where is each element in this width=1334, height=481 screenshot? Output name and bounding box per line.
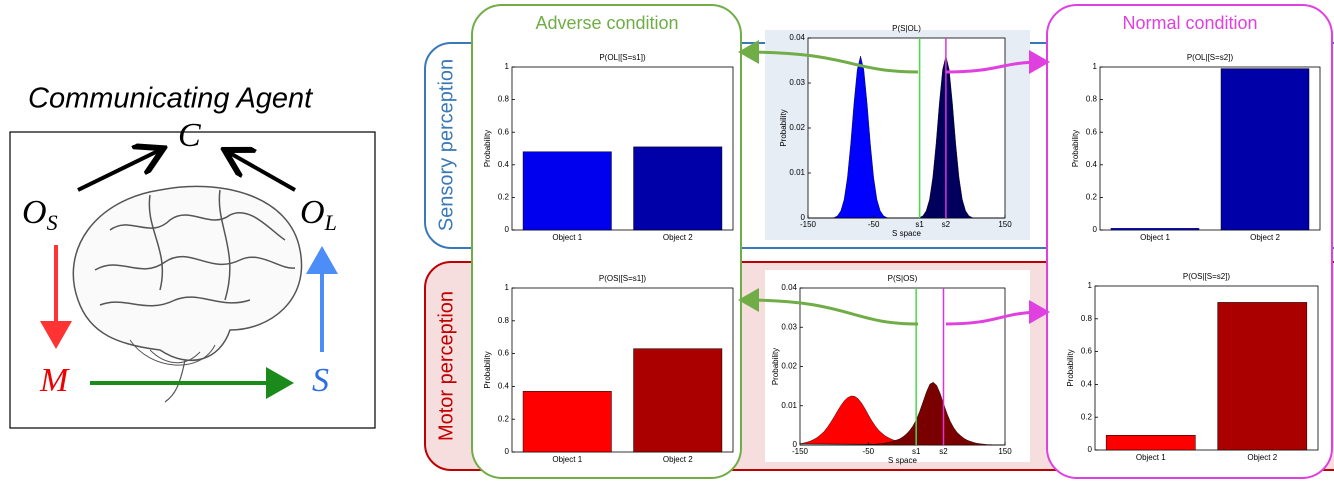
plot-area bbox=[800, 288, 1005, 445]
node-label: C bbox=[178, 117, 201, 154]
y-tick-label: 0.6 bbox=[498, 127, 510, 136]
y-tick-label: 0.01 bbox=[789, 168, 805, 177]
y-tick-label: 0.6 bbox=[498, 349, 510, 358]
x-axis-label: S space bbox=[892, 229, 921, 238]
x-tick-label: s2 bbox=[939, 447, 948, 456]
x-axis-label: S space bbox=[888, 456, 917, 465]
chart-title: P(OS|[S=s1]) bbox=[599, 274, 647, 283]
chart-title: P(OL|[S=s1]) bbox=[599, 53, 646, 62]
x-tick-label: Object 2 bbox=[1250, 233, 1280, 242]
x-tick-label: Object 1 bbox=[1136, 453, 1166, 462]
y-tick-label: 1 bbox=[1088, 281, 1093, 290]
x-tick-label: Object 1 bbox=[1140, 233, 1170, 242]
panel-label: Motor perception bbox=[435, 291, 457, 441]
plot-area bbox=[808, 38, 1005, 218]
x-tick-label: -150 bbox=[800, 220, 817, 229]
y-axis-label: Probability bbox=[483, 351, 492, 388]
y-tick-label: 0.8 bbox=[1086, 95, 1098, 104]
y-tick-label: 0.4 bbox=[498, 160, 510, 169]
y-tick-label: 0 bbox=[1093, 225, 1098, 234]
y-tick-label: 0.2 bbox=[1086, 193, 1098, 202]
agent-title: Communicating Agent bbox=[28, 83, 314, 115]
y-tick-label: 0.04 bbox=[781, 283, 797, 292]
x-tick-label: s2 bbox=[942, 220, 951, 229]
bar bbox=[634, 147, 722, 230]
y-tick-label: 0.4 bbox=[1081, 380, 1093, 389]
y-axis-label: Probability bbox=[779, 109, 788, 146]
x-tick-label: -150 bbox=[792, 447, 809, 456]
x-tick-label: 150 bbox=[998, 447, 1012, 456]
y-tick-label: 1 bbox=[505, 283, 510, 292]
bar bbox=[523, 152, 611, 230]
y-tick-label: 0 bbox=[505, 447, 510, 456]
x-tick-label: Object 2 bbox=[663, 233, 693, 242]
y-tick-label: 0.6 bbox=[1081, 347, 1093, 356]
bar bbox=[1218, 302, 1307, 450]
y-tick-label: 0.2 bbox=[1081, 412, 1093, 421]
y-tick-label: 0.8 bbox=[498, 95, 510, 104]
y-tick-label: 0.4 bbox=[498, 382, 510, 391]
bar bbox=[1111, 228, 1199, 230]
node-label: O bbox=[22, 194, 47, 231]
y-tick-label: 0.01 bbox=[781, 401, 797, 410]
bar bbox=[634, 349, 722, 452]
chart-title: P(S|OS) bbox=[888, 274, 918, 283]
y-tick-label: 0.2 bbox=[498, 414, 510, 423]
panel-label: Sensory perception bbox=[435, 59, 457, 231]
y-tick-label: 0.03 bbox=[789, 78, 805, 87]
bar bbox=[1221, 69, 1309, 230]
node-label: O bbox=[300, 194, 325, 231]
x-tick-label: s1 bbox=[912, 447, 921, 456]
x-tick-label: Object 1 bbox=[552, 233, 582, 242]
x-tick-label: s1 bbox=[915, 220, 924, 229]
panel-label: Adverse condition bbox=[535, 13, 678, 33]
y-tick-label: 0.02 bbox=[789, 123, 805, 132]
x-tick-label: Object 2 bbox=[663, 455, 693, 464]
bar bbox=[523, 391, 611, 452]
y-tick-label: 0.4 bbox=[1086, 160, 1098, 169]
y-tick-label: 0 bbox=[1088, 445, 1093, 454]
figure: Communicating Agent C OS OL M S Sensory … bbox=[0, 0, 1334, 481]
x-tick-label: Object 2 bbox=[1247, 453, 1277, 462]
node-sub: S bbox=[47, 210, 58, 235]
y-tick-label: 0.04 bbox=[789, 33, 805, 42]
chart-title: P(OS|[S=s2]) bbox=[1183, 272, 1231, 281]
y-tick-label: 0.03 bbox=[781, 322, 797, 331]
y-axis-label: Probability bbox=[1071, 130, 1080, 167]
x-tick-label: -50 bbox=[868, 220, 880, 229]
chart-title: P(OL|[S=s2]) bbox=[1187, 53, 1234, 62]
y-axis-label: Probability bbox=[483, 130, 492, 167]
y-tick-label: 0.2 bbox=[498, 193, 510, 202]
chart-title: P(S|OL) bbox=[892, 24, 921, 33]
y-tick-label: 0.02 bbox=[781, 362, 797, 371]
bar bbox=[1106, 435, 1195, 450]
y-tick-label: 0.6 bbox=[1086, 127, 1098, 136]
y-tick-label: 0.8 bbox=[1081, 314, 1093, 323]
panel-label: Normal condition bbox=[1122, 13, 1257, 33]
y-axis-label: Probability bbox=[1066, 349, 1075, 386]
x-tick-label: Object 1 bbox=[552, 455, 582, 464]
y-tick-label: 0 bbox=[505, 225, 510, 234]
x-tick-label: 150 bbox=[998, 220, 1012, 229]
node-label: S bbox=[312, 362, 329, 399]
y-tick-label: 0.8 bbox=[498, 316, 510, 325]
node-label: M bbox=[39, 362, 70, 399]
node-sub: L bbox=[324, 210, 337, 235]
y-tick-label: 1 bbox=[1093, 62, 1098, 71]
y-tick-label: 1 bbox=[505, 62, 510, 71]
x-tick-label: -50 bbox=[863, 447, 875, 456]
y-axis-label: Probability bbox=[771, 348, 780, 385]
